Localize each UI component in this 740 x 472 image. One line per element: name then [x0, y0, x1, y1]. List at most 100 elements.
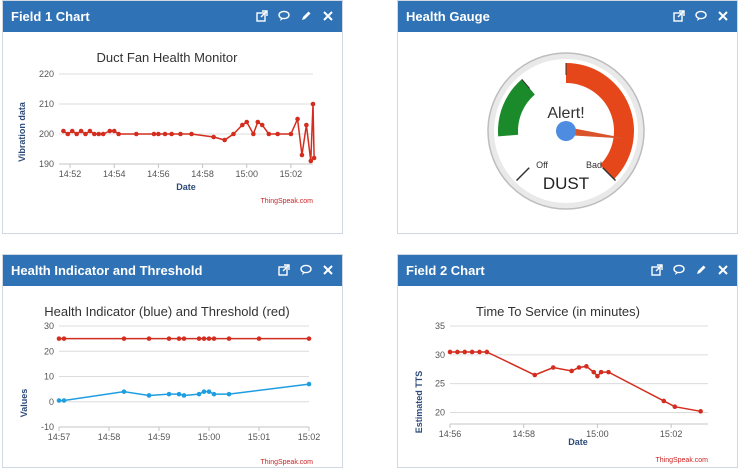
x-tick-label: 14:52	[59, 169, 82, 179]
data-point	[550, 365, 556, 370]
data-point	[69, 128, 75, 134]
data-point	[134, 131, 139, 137]
data-point	[477, 349, 482, 355]
y-tick-label: 0	[49, 397, 54, 407]
comment-icon[interactable]	[693, 8, 709, 24]
indicator-header: Health Indicator and Threshold	[3, 255, 342, 286]
field1-header: Field 1 Chart	[3, 1, 342, 32]
close-icon[interactable]	[715, 8, 731, 24]
data-point	[469, 349, 475, 355]
data-point	[196, 336, 202, 341]
data-point	[672, 404, 678, 410]
comment-icon[interactable]	[276, 8, 292, 24]
x-tick-label: 15:00	[586, 429, 609, 439]
chart-title: Time To Service (in minutes)	[476, 304, 640, 319]
x-axis-label: Date	[568, 437, 588, 447]
data-point	[146, 393, 152, 398]
x-tick-label: 14:58	[98, 432, 121, 442]
x-tick-label: 14:58	[191, 169, 214, 179]
x-tick-label: 14:56	[147, 169, 170, 179]
gauge-needle	[565, 127, 628, 139]
x-tick-label: 14:59	[148, 432, 171, 442]
y-axis-label: Values	[19, 389, 29, 418]
pencil-icon[interactable]	[298, 8, 314, 24]
data-point	[107, 128, 113, 134]
y-tick-label: 25	[435, 379, 445, 389]
data-point	[595, 373, 600, 379]
field2-header: Field 2 Chart	[398, 255, 737, 286]
x-tick-label: 14:56	[439, 429, 462, 439]
data-point	[226, 336, 232, 341]
y-tick-label: 30	[44, 321, 54, 331]
data-point	[181, 336, 187, 341]
data-point	[196, 391, 202, 397]
x-tick-label: 14:54	[103, 169, 126, 179]
panel-title: Field 2 Chart	[406, 263, 485, 278]
data-point	[698, 409, 703, 414]
gauge-hub	[556, 121, 576, 141]
x-tick-label: 15:00	[235, 169, 258, 179]
data-point	[310, 101, 316, 107]
data-point	[304, 122, 309, 128]
x-tick-label: 15:02	[298, 432, 321, 442]
data-point	[206, 389, 212, 394]
thingspeak-credit[interactable]: ThingSpeak.com	[655, 457, 708, 464]
data-point	[255, 119, 261, 125]
data-point	[584, 364, 589, 369]
data-point	[256, 336, 262, 341]
thingspeak-credit[interactable]: ThingSpeak.com	[260, 459, 313, 466]
panel-title: Field 1 Chart	[11, 9, 90, 24]
x-tick-label: 14:57	[48, 432, 71, 442]
external-link-icon[interactable]	[254, 8, 270, 24]
y-tick-label: 20	[44, 346, 54, 356]
external-link-icon[interactable]	[671, 8, 687, 24]
gauge-tick	[521, 78, 531, 89]
panel-title: Health Gauge	[406, 9, 490, 24]
data-point	[116, 131, 121, 137]
data-point	[61, 398, 67, 403]
close-icon[interactable]	[715, 262, 731, 278]
data-point	[151, 131, 157, 137]
chart-title: Health Indicator (blue) and Threshold (r…	[44, 304, 289, 319]
data-point	[275, 131, 280, 137]
gauge-panel: Health Gauge Alert! Off Bad DUST	[397, 0, 738, 234]
data-point	[598, 369, 604, 375]
y-tick-label: -10	[41, 422, 54, 432]
data-point	[569, 368, 574, 374]
data-point	[74, 131, 79, 137]
data-point	[61, 128, 66, 134]
data-point	[306, 336, 312, 341]
comment-icon[interactable]	[671, 262, 687, 278]
data-point	[447, 349, 453, 355]
data-point	[299, 152, 305, 158]
data-point	[240, 122, 245, 128]
gauge-zone	[566, 63, 634, 180]
external-link-icon[interactable]	[276, 262, 292, 278]
data-point	[61, 336, 67, 341]
field1-panel: Field 1 Chart Duct Fan Health Monitor 19…	[2, 0, 343, 234]
x-tick-label: 15:00	[198, 432, 221, 442]
external-link-icon[interactable]	[649, 262, 665, 278]
data-point	[169, 131, 174, 137]
x-tick-label: 15:02	[660, 429, 683, 439]
data-point	[266, 131, 272, 137]
data-point	[121, 336, 127, 341]
chart-title: Duct Fan Health Monitor	[97, 50, 239, 65]
data-point	[96, 131, 102, 137]
y-tick-label: 10	[44, 372, 54, 382]
data-point	[211, 134, 216, 140]
data-point	[201, 389, 207, 394]
x-tick-label: 15:02	[280, 169, 303, 179]
y-tick-label: 20	[435, 407, 445, 417]
data-point	[78, 128, 84, 134]
pencil-icon[interactable]	[693, 262, 709, 278]
data-point	[206, 336, 212, 341]
data-point	[606, 369, 611, 375]
close-icon[interactable]	[320, 8, 336, 24]
close-icon[interactable]	[320, 262, 336, 278]
comment-icon[interactable]	[298, 262, 314, 278]
data-point	[532, 372, 538, 378]
data-point	[87, 128, 93, 134]
thingspeak-credit[interactable]: ThingSpeak.com	[260, 198, 313, 205]
data-point	[308, 158, 314, 164]
